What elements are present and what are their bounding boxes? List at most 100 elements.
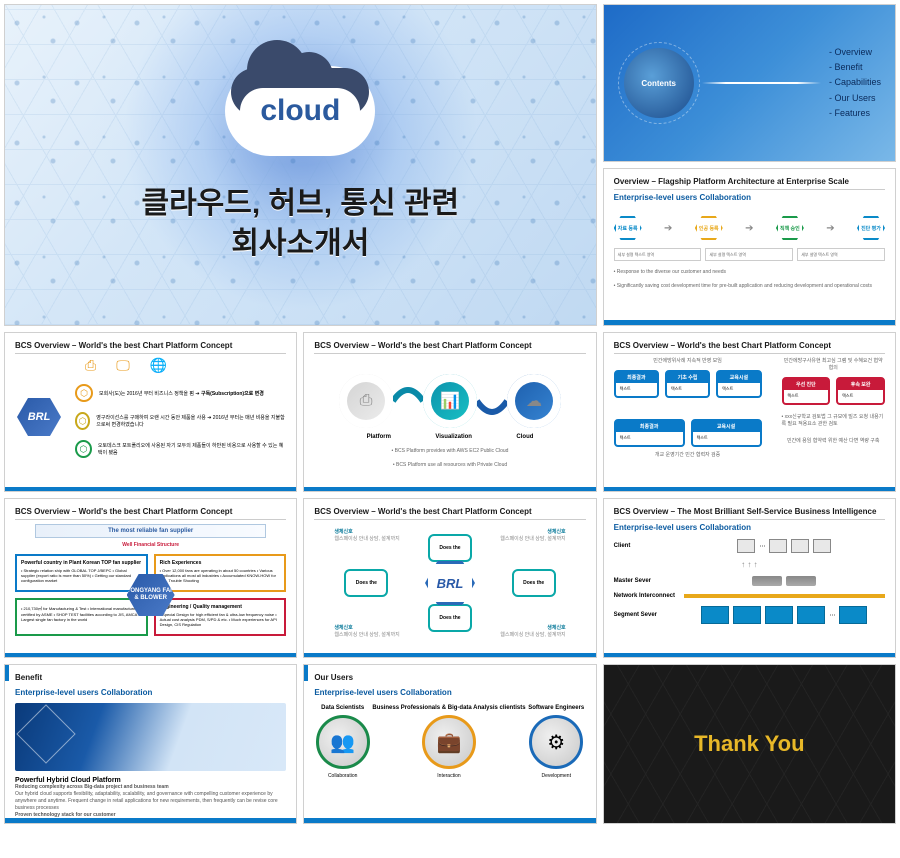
slide-bcs-5: BCS Overview – World's the best Chart Pl…: [303, 498, 596, 658]
cloud-label: cloud: [240, 88, 360, 134]
slide-subheader: Enterprise-level users Collaboration: [15, 688, 286, 697]
menu-item: Capabilities: [829, 75, 881, 90]
quad-box: Rich Experiences• Over 12,000 fans are o…: [154, 554, 287, 592]
bio-label: 생체신호웹스페이싱 안내 상담, 설계까지: [334, 528, 399, 542]
client-icon: [813, 539, 831, 553]
slide-bcs-1: BCS Overview – World's the best Chart Pl…: [4, 332, 297, 492]
flow-steps: 자료 등록 ➔ 인공 등록 ➔ 직책 승인 ➔ 진단 평가: [614, 216, 885, 240]
footer-note: • Significantly saving cost development …: [614, 283, 885, 289]
caption: 민간에방위사례 지속적 반영 모임: [614, 357, 762, 364]
card: 교육시설텍스트: [691, 419, 762, 447]
main-title: 클라우드, 허브, 통신 관련 회사소개서: [141, 184, 459, 265]
note: • BCS Platform use all resources with Pr…: [314, 462, 585, 468]
slide-header: Our Users: [314, 673, 585, 685]
caption: 민간에 용임 협약력 위한 예산 다변 역량 구축: [782, 437, 886, 444]
step-hex: 진단 평가: [857, 216, 885, 240]
row-text: 오토데스크 포트폴리오에 사용된 자기 모두의 제품들이 하반된 비용으로 사용…: [98, 442, 286, 456]
caption: 개교 운영기간 민간 협력자 검증: [614, 451, 762, 458]
tier-visual: ⋯: [684, 539, 885, 553]
bottom-bar: [5, 653, 296, 657]
slide-subheader: Enterprise-level users Collaboration: [614, 523, 885, 532]
segment-icon: [701, 606, 729, 624]
tier-name: Network Interconnect: [614, 593, 684, 599]
arrow-icon: ➔: [826, 223, 834, 234]
bottom-bar: [5, 487, 296, 491]
detail-box: 세부 설명 텍스트 영역: [797, 248, 885, 261]
bottom-bar: [304, 818, 595, 823]
slide-header: BCS Overview – World's the best Chart Pl…: [15, 507, 286, 520]
ring-row: ⎙ 📊 ☁: [314, 374, 585, 428]
menu-item: Benefit: [829, 60, 881, 75]
client-icon: [769, 539, 787, 553]
user-col: Software Engineers ⚙ Development: [528, 705, 584, 779]
quad-box: • 210,730㎡ for Manufacturing & Test • In…: [15, 598, 148, 636]
tier-visual: ⋯: [684, 606, 885, 624]
tier-visual: [684, 594, 885, 598]
bio-label: 생체신호웹스페이싱 안내 상담, 설계까지: [500, 624, 565, 638]
card: 기초 수립텍스트: [665, 370, 710, 398]
segment-icon: [839, 606, 867, 624]
card-group: 최종결과텍스트 기초 수립텍스트 교육시설텍스트: [614, 370, 762, 398]
col-title: Data Scientists: [316, 705, 370, 711]
connector-lines: [702, 82, 821, 84]
col-caption: Interaction: [372, 773, 525, 779]
feature-row: ⬡ 오토데스크 포트폴리오에 사용된 자기 모두의 제품들이 하반된 비용으로 …: [75, 440, 286, 458]
server-icon: [752, 576, 782, 586]
title-line-1: 클라우드, 허브, 통신 관련: [141, 184, 459, 225]
tier-name: Client: [614, 543, 684, 549]
feature-row: ⬡ 모회사(도)는 2016년 부터 비즈니스 정책을 펌 ➔ 구독(Subsc…: [75, 384, 286, 402]
slide-bcs-2: BCS Overview – World's the best Chart Pl…: [303, 332, 596, 492]
caption: • xxx신규학교 검토법 그 규모에 빌즈 요청 내용기록 필요 적용요소 관…: [782, 413, 886, 427]
slide-benefit: Benefit Enterprise-level users Collabora…: [4, 664, 297, 824]
card-group: 우선 진단텍스트 후속 보완텍스트: [782, 377, 886, 405]
col-title: Software Engineers: [528, 705, 584, 711]
node: Does the: [428, 534, 472, 562]
segment-icon: [797, 606, 825, 624]
row-icon: ⬡: [75, 412, 90, 430]
print-icon: ⎙: [85, 357, 96, 374]
card: 우선 진단텍스트: [782, 377, 831, 405]
detail-box: 세부 설명 텍스트 영역: [614, 248, 702, 261]
user-circle: 💼: [422, 715, 476, 769]
segment-icon: [733, 606, 761, 624]
radial-diagram: 생체신호웹스페이싱 안내 상담, 설계까지 생체신호웹스페이싱 안내 상담, 설…: [314, 528, 585, 638]
bottom-bar: [604, 320, 895, 325]
step-hex: 직책 승인: [776, 216, 804, 240]
title-line-2: 회사소개서: [141, 224, 459, 265]
slide-bcs-6: BCS Overview – The Most Brilliant Self-S…: [603, 498, 896, 658]
slide-grid: cloud 클라우드, 허브, 통신 관련 회사소개서 Contents Ove…: [4, 4, 896, 824]
slide-header: BCS Overview – World's the best Chart Pl…: [314, 507, 585, 520]
row-icon: ⬡: [75, 384, 93, 402]
globe-icon: 🌐: [150, 357, 167, 374]
client-icon: [737, 539, 755, 553]
slide-thankyou: Thank You: [603, 664, 896, 824]
step-hex: 자료 등록: [614, 216, 642, 240]
detail-boxes: 세부 설명 텍스트 영역 세부 설명 텍스트 영역 세부 설명 텍스트 영역: [614, 248, 885, 261]
note: • BCS Platform provides with AWS EC2 Pub…: [314, 448, 585, 454]
slide-users: Our Users Enterprise-level users Collabo…: [303, 664, 596, 824]
menu-item: Features: [829, 106, 881, 121]
step-hex: 인공 등록: [695, 216, 723, 240]
row-text: 모회사(도)는 2016년 부터 비즈니스 정책을 펌 ➔ 구독(Subscri…: [99, 390, 264, 397]
tier-row: Network Interconnect: [614, 593, 885, 599]
bottom-bar: [604, 487, 895, 491]
label: Platform: [367, 434, 391, 440]
tier-name: Segment Sever: [614, 612, 684, 618]
client-icon: [791, 539, 809, 553]
menu-item: Our Users: [829, 91, 881, 106]
quad-grid: Powerful country in Plant Korean TOP fan…: [15, 554, 286, 636]
card: 후속 보완텍스트: [836, 377, 885, 405]
user-col: Data Scientists 👥 Collaboration: [316, 705, 370, 779]
user-columns: Data Scientists 👥 Collaboration Business…: [314, 705, 585, 779]
monitor-icon: 🖵: [116, 357, 130, 374]
label: Visualization: [435, 434, 472, 440]
user-circle: 👥: [316, 715, 370, 769]
caption: 민간에방구사유현 최고심 그램 및 수혜요건 협약 협의: [782, 357, 886, 371]
slide-header: BCS Overview – World's the best Chart Pl…: [314, 341, 585, 354]
slide-bcs-3: BCS Overview – World's the best Chart Pl…: [603, 332, 896, 492]
cloud-badge: cloud: [225, 66, 375, 156]
slide-contents: Contents Overview Benefit Capabilities O…: [603, 4, 896, 162]
connector: [393, 374, 423, 428]
card-group: 최종결과텍스트 교육시설텍스트: [614, 419, 762, 447]
slide-header: BCS Overview – World's the best Chart Pl…: [15, 341, 286, 354]
